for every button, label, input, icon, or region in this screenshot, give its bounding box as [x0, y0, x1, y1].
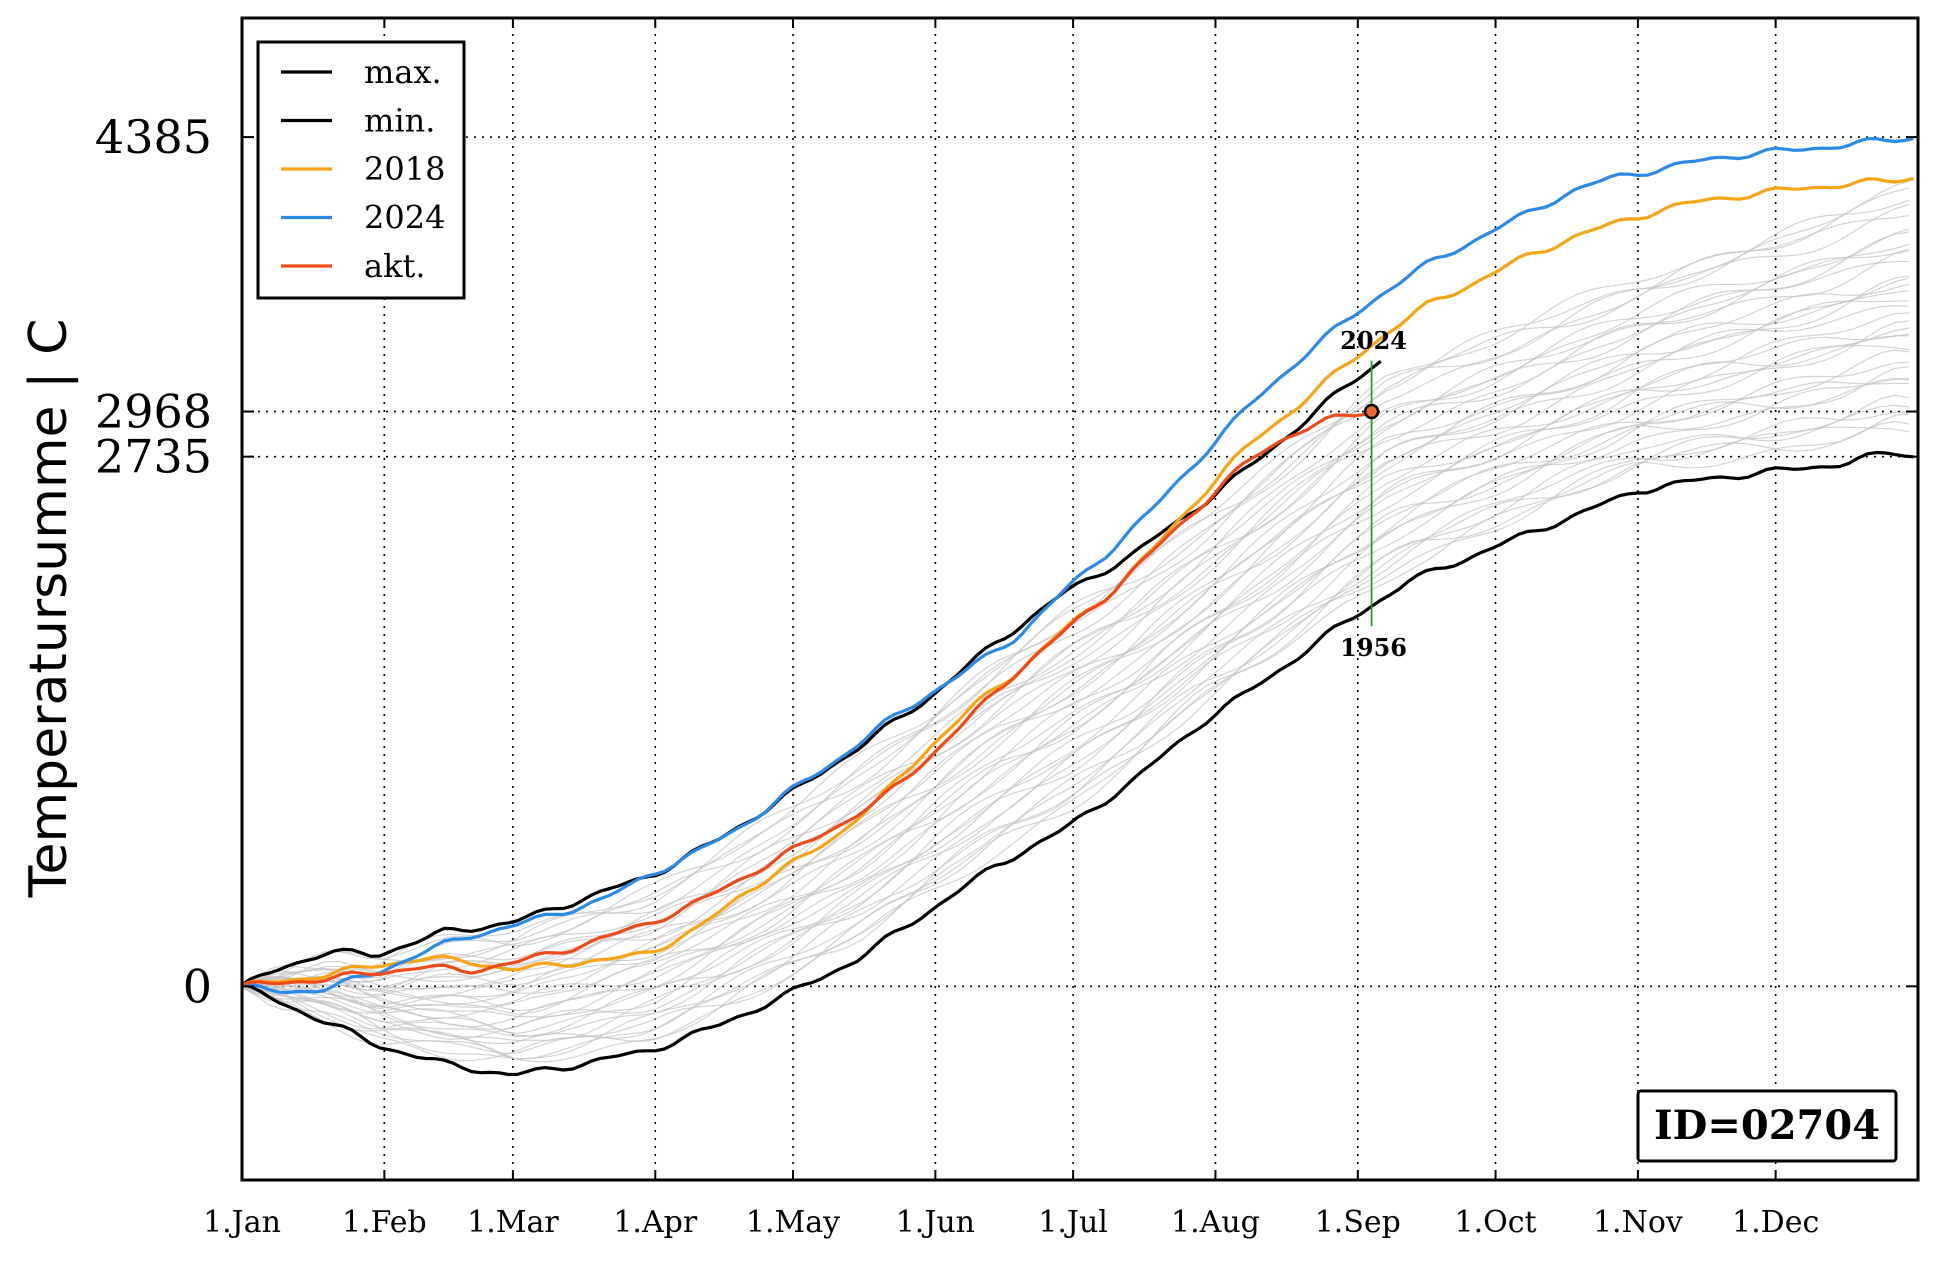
legend-label-min: min. — [364, 102, 435, 140]
background-year-line — [241, 333, 1909, 1019]
annotation-max-year: 2024 — [1340, 326, 1407, 355]
x-tick-label: 1.Aug — [1171, 1205, 1260, 1240]
background-year-line — [241, 413, 1909, 1063]
background-year-line — [241, 243, 1909, 986]
background-year-line — [241, 304, 1909, 1008]
background-year-line — [241, 275, 1909, 996]
background-year-lines — [241, 180, 1909, 1063]
background-year-line — [241, 420, 1909, 1055]
y-tick-label: 4385 — [95, 110, 212, 164]
x-tick-label: 1.Mar — [467, 1205, 559, 1240]
station-id-label: ID=02704 — [1654, 1102, 1880, 1149]
background-year-line — [241, 290, 1909, 999]
legend-label-2018: 2018 — [364, 150, 445, 188]
current-value-marker — [1363, 403, 1380, 420]
y-tick-label: 0 — [183, 959, 212, 1013]
x-tick-label: 1.Jan — [203, 1205, 281, 1240]
background-year-line — [241, 381, 1909, 1040]
x-axis-ticks: 1.Jan 1.Feb 1.Mar 1.Apr 1.May 1.Jun 1.Jul 1.Aug… — [203, 18, 1819, 1240]
background-year-line — [241, 300, 1909, 1005]
legend-label-max: max. — [364, 53, 442, 91]
legend-label-akt: akt. — [364, 247, 426, 285]
x-tick-label: 1.Apr — [613, 1205, 697, 1240]
series-line-min — [241, 450, 1914, 1077]
background-year-line — [241, 283, 1909, 999]
series-line-akt — [241, 410, 1372, 987]
y-tick-label: 2735 — [95, 430, 212, 484]
background-year-line — [241, 394, 1909, 1060]
series-lines — [241, 136, 1914, 1077]
plot-frame — [240, 16, 1920, 1182]
x-tick-label: 1.Jul — [1038, 1205, 1108, 1240]
background-year-line — [241, 260, 1909, 991]
annotation-min-year: 1956 — [1340, 633, 1407, 662]
y-axis-label: Temperatursumme | C — [19, 319, 79, 899]
x-tick-label: 1.Nov — [1593, 1205, 1683, 1240]
background-year-line — [241, 377, 1909, 1030]
background-year-line — [241, 180, 1909, 990]
background-year-line — [241, 277, 1909, 994]
station-id-frame — [1636, 1089, 1898, 1163]
series-line-2024 — [241, 136, 1914, 994]
y-tick-label: 2968 — [95, 385, 212, 439]
background-year-line — [241, 361, 1909, 1038]
legend: max. min. 2018 2024 akt. — [256, 40, 466, 300]
background-year-line — [241, 248, 1909, 992]
background-year-line — [241, 199, 1909, 987]
x-tick-label: 1.May — [746, 1205, 840, 1240]
x-tick-label: 1.Oct — [1455, 1205, 1537, 1240]
x-tick-label: 1.Dec — [1732, 1205, 1819, 1240]
x-tick-label: 1.Sep — [1315, 1205, 1401, 1240]
station-id-box: ID=02704 — [1636, 1089, 1898, 1163]
legend-label-2024: 2024 — [364, 199, 445, 237]
annotations: 2024 1956 — [1340, 326, 1407, 662]
background-year-line — [241, 335, 1909, 1014]
background-year-line — [241, 344, 1909, 1028]
series-line-max — [241, 359, 1382, 987]
background-year-line — [241, 404, 1909, 1045]
background-year-line — [241, 320, 1909, 1012]
x-tick-label: 1.Jun — [896, 1205, 975, 1240]
background-year-line — [241, 204, 1909, 988]
background-year-line — [241, 349, 1909, 1035]
background-year-line — [241, 327, 1909, 1018]
background-year-line — [241, 312, 1909, 1015]
x-tick-label: 1.Feb — [342, 1205, 427, 1240]
